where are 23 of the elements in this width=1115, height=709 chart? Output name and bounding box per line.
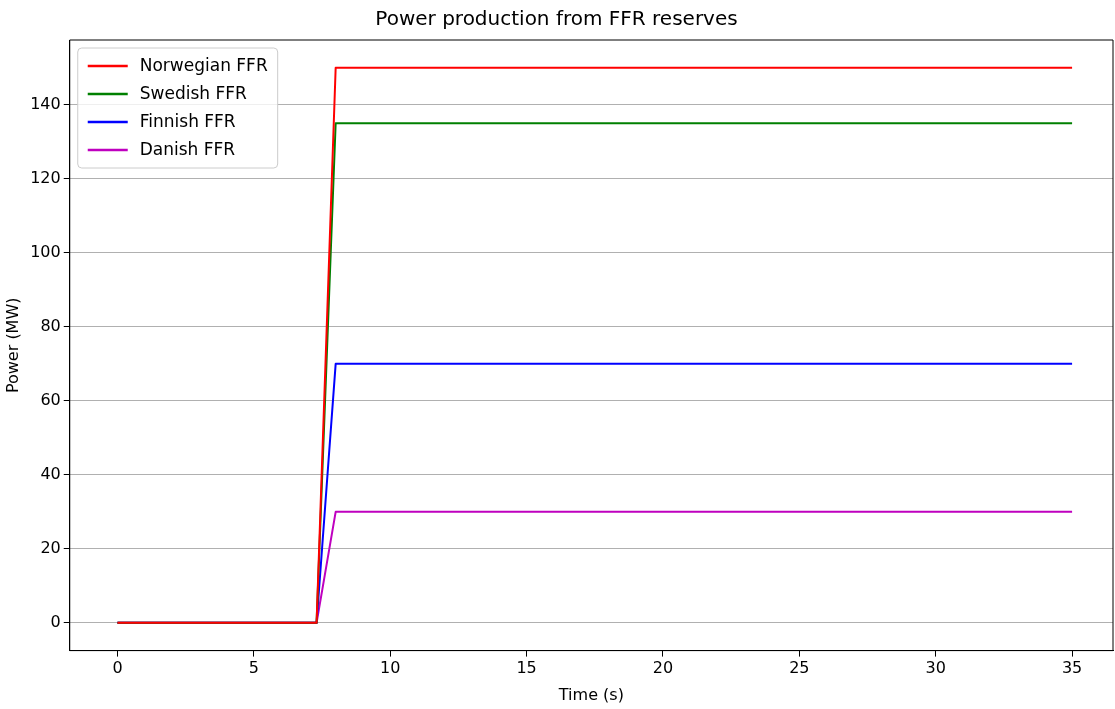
legend-label: Norwegian FFR xyxy=(139,55,268,76)
x-tick-label: 15 xyxy=(516,658,537,678)
x-tick-label: 5 xyxy=(248,658,259,678)
y-tick-label: 140 xyxy=(30,93,61,113)
y-tick-label: 80 xyxy=(40,315,61,335)
x-tick-label: 0 xyxy=(112,658,123,678)
y-tick-label: 100 xyxy=(30,241,61,261)
legend-label: Danish FFR xyxy=(139,139,236,160)
x-tick-label: 30 xyxy=(925,658,946,678)
x-tick-label: 10 xyxy=(380,658,401,678)
y-tick-label: 40 xyxy=(40,463,61,483)
legend-label: Finnish FFR xyxy=(139,111,236,132)
y-axis-title: Power (MW) xyxy=(2,297,22,394)
x-tick-label: 20 xyxy=(652,658,674,678)
legend-label: Swedish FFR xyxy=(139,83,247,104)
x-axis-title: Time (s) xyxy=(557,684,624,704)
x-tick-label: 25 xyxy=(789,658,810,678)
y-tick-label: 120 xyxy=(30,167,61,187)
y-tick-label: 20 xyxy=(40,537,61,557)
x-tick-label: 35 xyxy=(1061,658,1083,678)
chart-title: Power production from FFR reserves xyxy=(375,6,738,31)
y-tick-label: 0 xyxy=(50,612,61,631)
y-tick-label: 60 xyxy=(40,389,61,409)
